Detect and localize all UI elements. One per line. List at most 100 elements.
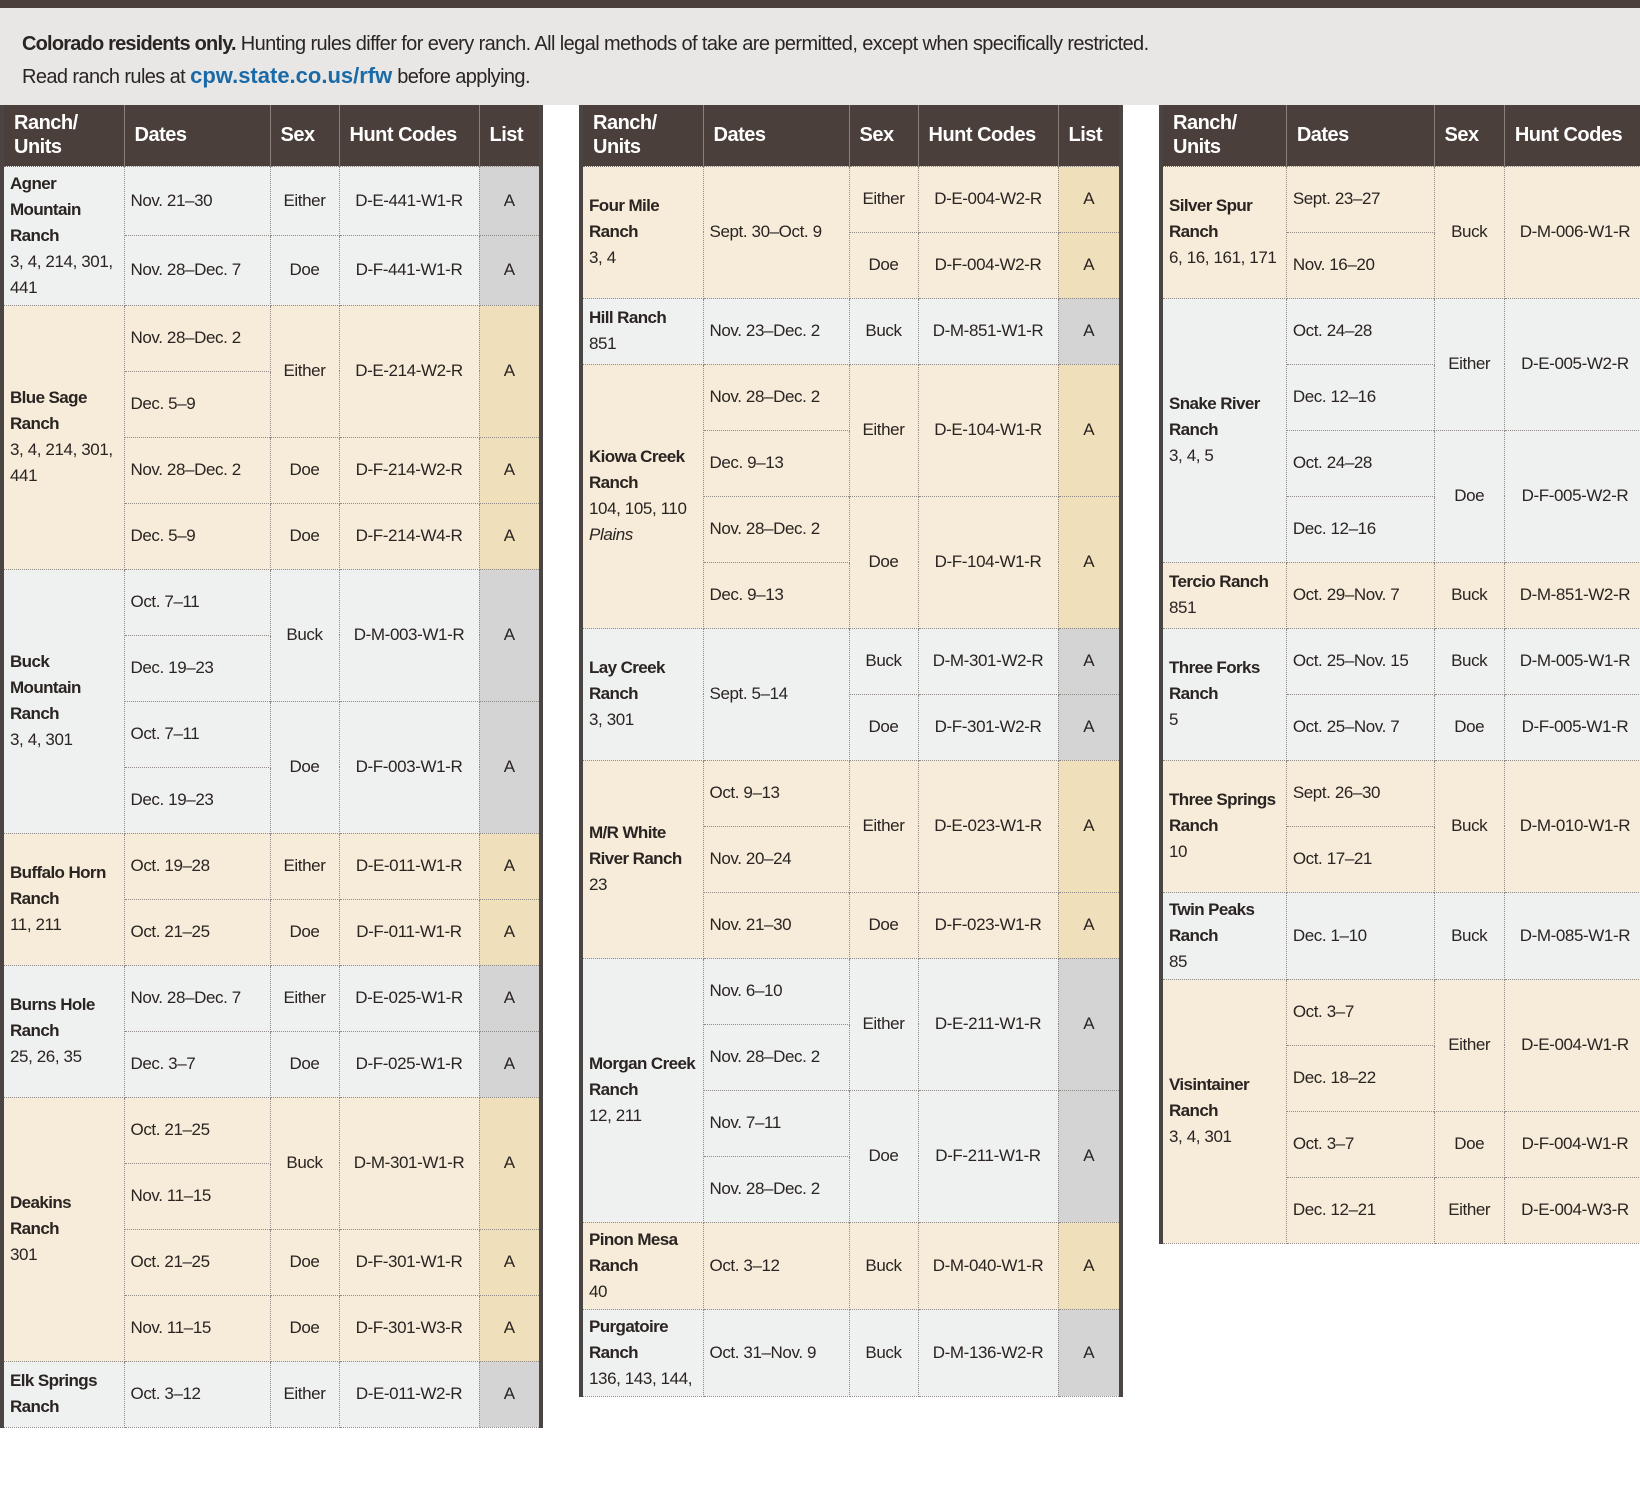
hunt-table: Ranch/ Units Dates Sex Hunt Codes Silver Spu… [1159, 105, 1640, 1244]
list: A [1057, 165, 1122, 233]
ranch-name: Burns Hole Ranch [10, 995, 95, 1040]
ranch-units: 301 [10, 1245, 38, 1264]
link[interactable]: cpw.state.co.us/rfw [190, 63, 393, 88]
sex: Either [269, 304, 340, 438]
hunt-row: Buck Mountain Ranch 3, 4, 301 Oct. 7–11 Buc… [1, 568, 542, 834]
list: A [1057, 231, 1122, 299]
hunt-row: Visintainer Ranch 3, 4, 301 Oct. 3–7 Either… [1160, 978, 1640, 1244]
sex: Either [269, 964, 340, 1032]
hunt-code: D-M-006-W1-R [1503, 165, 1640, 299]
ranch-name: Kiowa Creek Ranch [589, 447, 685, 492]
ranch-cell: Blue Sage Ranch 3, 4, 214, 301, 441 [1, 304, 125, 570]
hunt-code: D-M-010-W1-R [1503, 759, 1640, 893]
hunt-code: D-M-003-W1-R [338, 568, 480, 702]
sex: Buck [1433, 627, 1505, 695]
hunt-code: D-M-005-W1-R [1503, 627, 1640, 695]
ranch-cell: Burns Hole Ranch 25, 26, 35 [1, 964, 125, 1098]
list: A [1057, 693, 1122, 761]
ranch-cell: Lay Creek Ranch 3, 301 [580, 627, 704, 761]
column-header: Hunt Codes [917, 105, 1058, 166]
hunt-dates: Oct. 25–Nov. 15 [1285, 627, 1435, 695]
hunt-dates: Oct. 3–7 [1285, 1110, 1435, 1178]
list: A [478, 436, 542, 504]
hunt-code: D-F-104-W1-R [917, 495, 1059, 629]
sex: Either [1433, 297, 1505, 431]
hunt-code: D-F-003-W1-R [338, 700, 480, 834]
hunt-code: D-F-214-W4-R [338, 502, 480, 570]
hunt-table: Ranch/ Units Dates Sex Hunt Codes List Agner … [0, 105, 543, 1428]
ranch-name: Visintainer Ranch [1169, 1075, 1250, 1120]
sex: Buck [848, 1308, 919, 1397]
ranch-note: Plains [589, 525, 633, 544]
hunt-dates: Sept. 30–Oct. 9 [702, 165, 850, 299]
ranch-name: Buck Mountain Ranch [10, 652, 81, 723]
sex: Either [269, 1360, 340, 1428]
list: A [478, 1096, 542, 1230]
sex: Doe [269, 235, 340, 306]
sex: Buck [269, 568, 340, 702]
sex: Doe [1433, 1110, 1505, 1178]
sex: Either [848, 165, 919, 233]
hunt-code: D-E-005-W2-R [1503, 297, 1640, 431]
hunt-row: Tercio Ranch 851 Oct. 29–Nov. 7 Buck D-M-851… [1160, 561, 1640, 629]
hunt-table: Ranch/ Units Dates Sex Hunt Codes List Four M… [579, 105, 1123, 1397]
intro-text: before applying. [392, 66, 530, 88]
hunt-row: Snake River Ranch 3, 4, 5 Oct. 24–28 Either… [1160, 297, 1640, 563]
ranch-units: 3, 4 [589, 248, 616, 267]
ranch-units: 3, 4, 5 [1169, 446, 1214, 465]
hunt-row: Lay Creek Ranch 3, 301 Sept. 5–14 Buck D-M-3… [580, 627, 1122, 761]
list: A [478, 165, 542, 236]
ranch-cell: Hill Ranch 851 [580, 297, 704, 365]
ranch-name: Four Mile Ranch [589, 196, 660, 241]
hunt-code: D-F-301-W3-R [338, 1294, 480, 1362]
hunt-code: D-F-005-W2-R [1503, 429, 1640, 563]
sex: Buck [1433, 891, 1505, 980]
sex: Doe [269, 898, 340, 966]
sex: Doe [269, 436, 340, 504]
hunt-dates: Nov. 28–Dec. 2 [702, 363, 850, 431]
hunt-dates: Nov. 23–Dec. 2 [702, 297, 850, 365]
hunt-code: D-E-211-W1-R [917, 957, 1059, 1091]
hunt-code: D-E-004-W2-R [917, 165, 1059, 233]
hunt-code: D-M-851-W2-R [1503, 561, 1640, 629]
top-bar [0, 0, 1640, 8]
hunt-row: Nov. 28–Dec. 7 Doe D-F-441-W1-R A [2, 235, 542, 306]
hunt-code: D-F-023-W1-R [917, 891, 1059, 959]
sex: Buck [848, 297, 919, 365]
hunt-dates: Nov. 7–11 [702, 1089, 850, 1157]
hunt-dates: Nov. 6–10 [702, 957, 850, 1025]
hunt-code: D-F-004-W1-R [1503, 1110, 1640, 1178]
ranch-units: 10 [1169, 842, 1188, 861]
ranch-cell: Four Mile Ranch 3, 4 [580, 165, 704, 299]
ranch-units: 40 [589, 1281, 608, 1301]
list: A [1057, 1308, 1122, 1397]
hunt-dates: Dec. 9–13 [702, 561, 850, 629]
hunt-row: Blue Sage Ranch 3, 4, 214, 301, 441 Nov. 2… [1, 304, 542, 570]
list: A [1057, 495, 1122, 629]
ranch-cell: Pinon Mesa Ranch 40 [580, 1221, 704, 1310]
hunt-dates: Oct. 21–25 [123, 1228, 271, 1296]
hunt-dates: Nov. 11–15 [123, 1162, 271, 1230]
ranch-name: Pinon Mesa Ranch [589, 1229, 678, 1275]
hunt-code: D-F-301-W1-R [338, 1228, 480, 1296]
ranch-name: Deakins Ranch [10, 1193, 72, 1238]
ranch-units: 136, 143, 144, [589, 1368, 693, 1388]
hunt-code: D-E-104-W1-R [917, 363, 1059, 497]
hunt-code: D-M-040-W1-R [917, 1221, 1059, 1310]
ranch-name: Hill Ranch [589, 308, 667, 327]
hunt-dates: Oct. 21–25 [123, 898, 271, 966]
list: A [478, 964, 542, 1032]
ranch-units: 23 [589, 875, 608, 894]
hunt-dates: Oct. 7–11 [123, 700, 271, 768]
hunt-row: Morgan Creek Ranch 12, 211 Nov. 6–10 Either… [580, 957, 1122, 1223]
hunt-row: Deakins Ranch 301 Oct. 21–25 Buck D-M-301-W1… [1, 1096, 542, 1362]
ranch-cell: Purgatoire Ranch 136, 143, 144, [580, 1308, 704, 1397]
ranch-cell: Morgan Creek Ranch 12, 211 [580, 957, 704, 1223]
intro-text: Hunting rules differ for every ranch. Al… [235, 33, 1149, 55]
hunt-dates: Oct. 29–Nov. 7 [1285, 561, 1435, 629]
ranch-cell: Buck Mountain Ranch 3, 4, 301 [1, 568, 125, 834]
hunt-row: Twin Peaks Ranch 85 Dec. 1–10 Buck D-M-085-W… [1160, 891, 1640, 980]
hunt-dates: Oct. 3–12 [123, 1360, 271, 1428]
ranch-units: 3, 4, 214, 301, 441 [10, 440, 113, 485]
header-row: Ranch/ Units Dates Sex Hunt Codes [1161, 105, 1640, 166]
